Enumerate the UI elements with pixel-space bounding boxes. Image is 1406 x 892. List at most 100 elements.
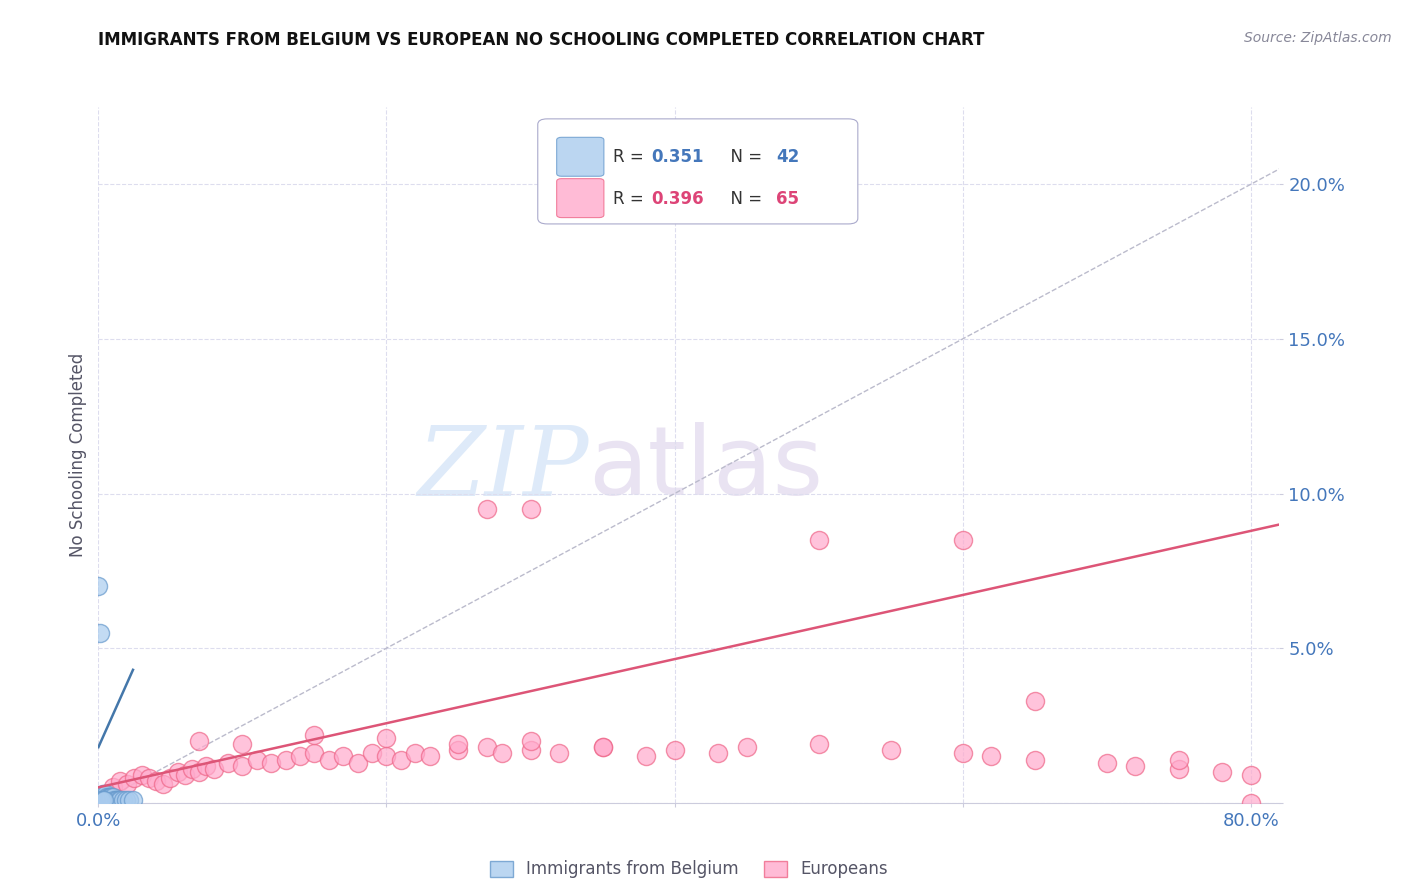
Point [93,793,115,807]
Point [107,793,129,807]
Point [375,749,398,764]
Point [195,758,218,772]
Point [122,793,145,807]
Point [90,793,112,807]
Point [101,793,124,807]
Point [1240,768,1263,782]
Point [138,771,160,785]
Text: 0.396: 0.396 [651,190,704,208]
Point [152,777,174,791]
Text: Source: ZipAtlas.com: Source: ZipAtlas.com [1244,31,1392,45]
Point [419,749,441,764]
Point [90,793,112,807]
Point [664,743,686,757]
Point [91,793,114,807]
Point [288,749,311,764]
Point [93,789,115,804]
Point [519,502,541,516]
Point [90,793,112,807]
Point [100,793,122,807]
Point [97,793,120,807]
Point [103,793,125,807]
Point [1024,694,1046,708]
Point [1167,752,1189,766]
Point [91,789,114,804]
Point [159,771,181,785]
Text: 42: 42 [776,148,800,167]
Point [217,756,239,770]
Point [346,756,368,770]
Y-axis label: No Schooling Completed: No Schooling Completed [69,353,87,557]
Point [304,747,326,761]
Point [91,793,114,807]
Point [246,752,269,766]
Point [735,740,758,755]
Point [202,762,225,776]
Text: IMMIGRANTS FROM BELGIUM VS EUROPEAN NO SCHOOLING COMPLETED CORRELATION CHART: IMMIGRANTS FROM BELGIUM VS EUROPEAN NO S… [98,31,984,49]
Point [404,747,426,761]
Point [389,752,412,766]
Point [96,789,118,804]
Point [879,743,901,757]
Point [100,789,122,804]
Point [98,789,121,804]
Point [519,734,541,748]
Point [145,774,167,789]
Point [93,787,115,801]
Point [108,793,131,807]
Point [91,796,114,810]
Point [94,796,117,810]
Text: ZIP: ZIP [418,422,589,516]
Text: R =: R = [613,148,650,167]
Point [97,789,120,804]
Point [634,749,657,764]
FancyBboxPatch shape [557,178,605,218]
Point [105,793,128,807]
Point [188,764,211,779]
Point [98,793,121,807]
Point [1167,762,1189,776]
Point [94,793,117,807]
Point [111,793,134,807]
Point [94,789,117,804]
Point [166,764,188,779]
Point [131,768,153,782]
Text: atlas: atlas [589,422,824,516]
Point [96,793,118,807]
Point [87,579,110,593]
Text: N =: N = [720,190,768,208]
Point [260,756,283,770]
Point [115,777,138,791]
Point [1024,752,1046,766]
Point [90,796,112,810]
Point [477,740,499,755]
Point [980,749,1002,764]
Point [548,747,571,761]
Text: 0.351: 0.351 [651,148,703,167]
Point [89,789,111,804]
Point [304,728,326,742]
Point [93,793,115,807]
Point [1125,758,1147,772]
Point [231,737,253,751]
Point [592,740,614,755]
Point [89,793,111,807]
Point [124,771,146,785]
Point [952,533,974,547]
Point [91,787,114,801]
Point [89,625,111,640]
Legend: Immigrants from Belgium, Europeans: Immigrants from Belgium, Europeans [484,854,894,885]
Point [332,749,354,764]
Point [375,731,398,745]
Text: N =: N = [720,148,768,167]
Point [592,740,614,755]
Point [94,787,117,801]
Point [173,768,195,782]
FancyBboxPatch shape [557,137,605,177]
Point [118,793,141,807]
FancyBboxPatch shape [537,119,858,224]
Point [491,747,513,761]
Text: 65: 65 [776,190,800,208]
Point [1095,756,1118,770]
Point [318,752,340,766]
